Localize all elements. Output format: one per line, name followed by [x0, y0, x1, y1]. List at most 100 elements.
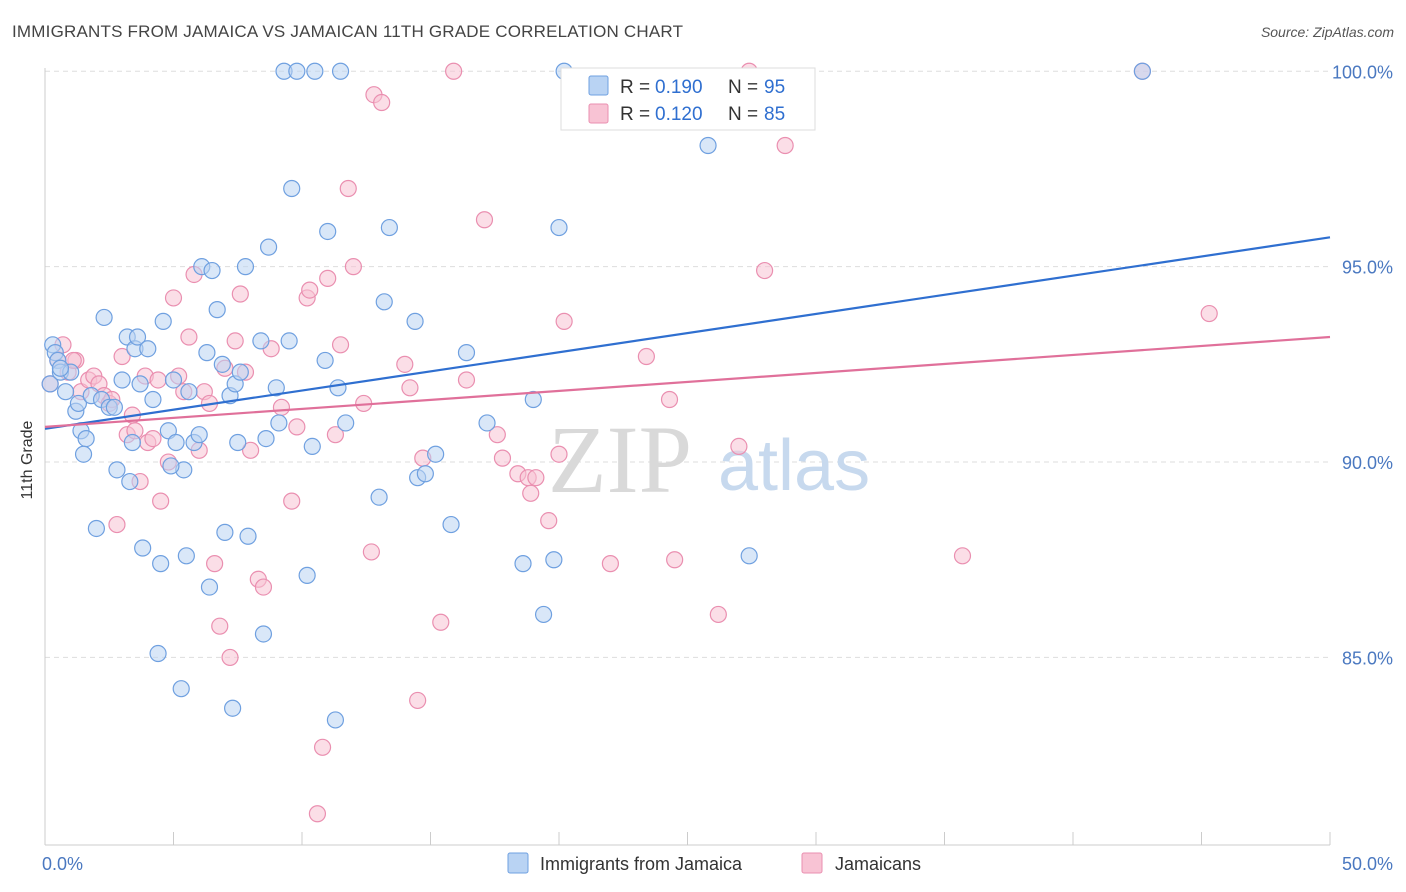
immigrants-point — [74, 445, 93, 463]
immigrants-point — [457, 344, 476, 362]
immigrants-point — [303, 437, 321, 456]
jamaicans-point — [555, 312, 573, 330]
immigrants-point — [259, 238, 278, 256]
axes: 0.0% 50.0% — [42, 68, 1393, 874]
jamaicans-point — [288, 418, 306, 436]
immigrants-point — [406, 312, 424, 330]
jamaicans-trend-line — [44, 335, 1331, 428]
immigrants-point — [319, 222, 337, 241]
immigrants-point — [534, 605, 553, 624]
legend-swatch-blue — [588, 75, 609, 96]
jamaicans-point — [108, 515, 126, 534]
immigrants-point — [139, 340, 157, 358]
immigrants-point — [229, 433, 247, 452]
immigrants-point — [113, 371, 131, 389]
immigrants-point — [200, 578, 219, 596]
immigrants-point — [257, 429, 275, 448]
immigrants-point — [283, 179, 301, 198]
legend-r-value-1: 0.190 — [655, 77, 703, 98]
immigrants-point — [208, 301, 226, 319]
jamaicans-point — [362, 543, 380, 561]
immigrants-point — [51, 359, 70, 377]
immigrants-point — [203, 261, 221, 280]
immigrants-point — [213, 355, 231, 373]
legend-n-value-1: 95 — [764, 77, 785, 98]
y-tick-label: 100.0% — [1332, 62, 1393, 82]
immigrants-point — [41, 375, 59, 393]
jamaicans-point — [339, 179, 357, 198]
jamaicans-point — [373, 93, 391, 112]
top-legend: R = 0.190 N = 95 R = 0.120 N = 85 — [560, 67, 816, 131]
immigrants-point — [442, 515, 460, 534]
bottom-legend: Immigrants from Jamaica Jamaicans — [507, 852, 921, 874]
immigrants-point — [550, 218, 568, 237]
jamaicans-point — [301, 281, 319, 299]
jamaicans-point — [283, 492, 301, 510]
jamaicans-point — [660, 390, 679, 409]
immigrants-point — [149, 644, 167, 663]
immigrants-point — [236, 258, 255, 276]
watermark-zip: ZIP — [548, 406, 692, 513]
immigrants-point — [288, 62, 306, 80]
y-axis-title: 11th Grade — [19, 420, 36, 499]
jamaicans-point — [313, 738, 332, 756]
bottom-legend-label-immigrants: Immigrants from Jamaica — [540, 854, 743, 874]
jamaicans-point — [226, 332, 244, 350]
jamaicans-point — [180, 328, 198, 346]
immigrants-point — [545, 551, 563, 569]
immigrants-point — [326, 711, 345, 729]
y-tick-label: 95.0% — [1342, 258, 1393, 278]
jamaicans-point — [113, 347, 131, 366]
jamaicans-point — [211, 617, 229, 635]
immigrants-point — [254, 625, 273, 643]
immigrants-point — [180, 383, 198, 401]
legend-n-label-2: N = — [728, 104, 758, 125]
immigrants-point — [134, 539, 152, 557]
y-tick-label: 85.0% — [1342, 648, 1393, 668]
bottom-legend-label-jamaicans: Jamaicans — [835, 854, 921, 874]
immigrants-point — [172, 680, 190, 698]
immigrants-point — [162, 457, 180, 475]
immigrants-point — [331, 62, 350, 80]
immigrants-point — [427, 445, 445, 463]
immigrants-point — [280, 332, 298, 350]
immigrants-point — [198, 344, 216, 362]
y-tick-label: 90.0% — [1342, 453, 1393, 473]
jamaicans-point — [601, 555, 620, 573]
immigrants-point — [370, 488, 388, 506]
jamaicans-point — [666, 551, 684, 569]
jamaicans-point — [242, 441, 260, 459]
jamaicans-point — [475, 211, 494, 229]
jamaicans-point — [272, 398, 291, 416]
x-tick-label: 50.0% — [1342, 854, 1393, 874]
immigrants-point — [108, 461, 126, 479]
legend-r-value-2: 0.120 — [655, 104, 703, 125]
immigrants-point — [128, 328, 147, 346]
jamaicans-point — [522, 484, 540, 502]
jamaicans-point — [326, 426, 345, 444]
immigrants-point — [329, 379, 347, 397]
immigrants-point — [131, 375, 149, 393]
immigrants-point — [123, 433, 141, 452]
source-label: Source: ZipAtlas.com — [1260, 24, 1394, 40]
jamaicans-point — [152, 492, 170, 510]
bottom-legend-swatch-blue — [507, 852, 529, 874]
immigrants-point — [478, 414, 496, 432]
immigrants-point — [164, 371, 183, 389]
immigrants-point — [375, 293, 393, 311]
immigrants-point — [306, 62, 324, 80]
jamaicans-point — [755, 261, 774, 280]
immigrants-point — [337, 414, 355, 432]
series-immigrants-points — [41, 62, 1151, 729]
immigrants-point — [69, 394, 88, 413]
jamaicans-point — [457, 371, 476, 389]
immigrants-point — [270, 414, 288, 432]
legend-r-label-1: R = — [620, 77, 650, 98]
legend-swatch-pink — [588, 103, 609, 124]
immigrants-trend-line — [44, 236, 1331, 430]
jamaicans-point — [776, 136, 794, 155]
immigrants-point — [87, 519, 106, 538]
jamaicans-point — [637, 347, 655, 366]
immigrants-point — [416, 465, 434, 483]
